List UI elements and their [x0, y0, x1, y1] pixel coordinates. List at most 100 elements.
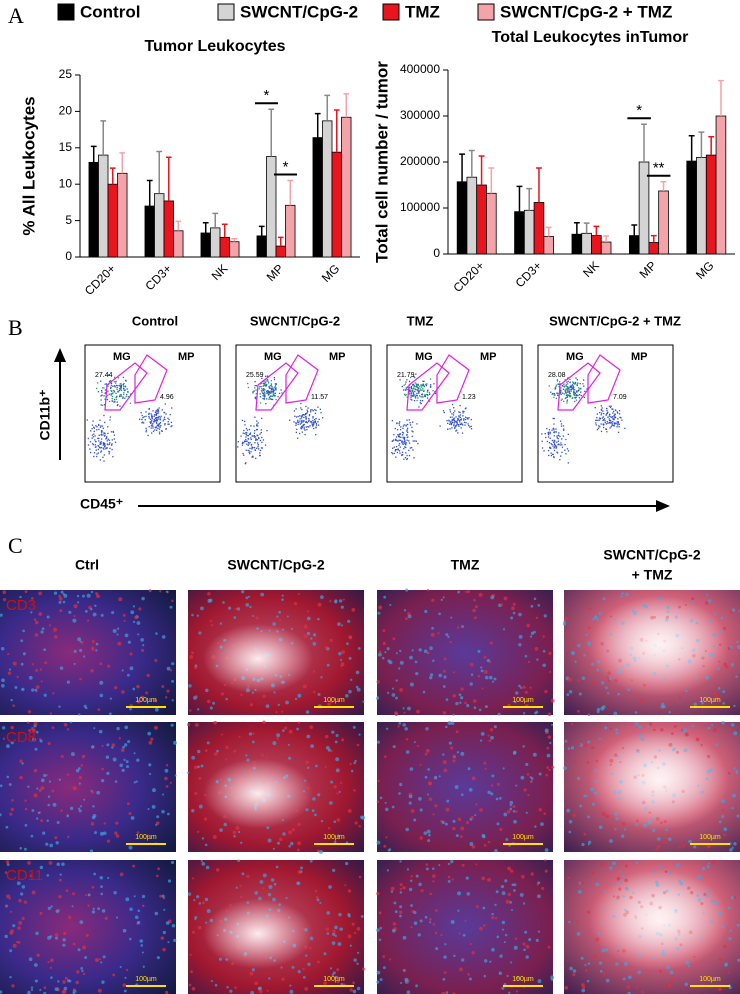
nucleus — [277, 703, 280, 707]
flow-dot — [457, 424, 460, 426]
flow-dot — [596, 413, 599, 415]
flow-dot — [416, 423, 418, 425]
nucleus — [456, 626, 460, 629]
nucleus — [14, 685, 18, 689]
nucleus — [733, 731, 738, 736]
nucleus — [567, 747, 571, 750]
flow-dot — [443, 411, 445, 414]
flow-dot — [267, 391, 269, 393]
flow-dot — [574, 388, 576, 391]
nucleus — [386, 647, 390, 651]
flow-dot — [96, 429, 98, 431]
nucleus — [225, 697, 228, 701]
flow-dot — [241, 442, 244, 445]
nucleus — [101, 767, 104, 771]
flow-dot — [253, 447, 256, 449]
flow-dot — [300, 428, 303, 430]
nucleus — [67, 835, 70, 839]
nucleus — [0, 784, 3, 788]
nucleus — [447, 862, 451, 866]
flow-dot — [259, 452, 261, 454]
flow-dot — [395, 439, 397, 441]
nucleus — [461, 958, 465, 962]
nucleus — [334, 934, 338, 938]
flow-dot — [548, 454, 550, 457]
flow-dot — [120, 395, 122, 397]
flow-dot — [409, 390, 412, 392]
nucleus — [154, 658, 158, 662]
nucleus — [288, 756, 292, 760]
nucleus — [279, 837, 283, 842]
flow-dot — [397, 449, 400, 451]
flow-dot — [406, 454, 408, 457]
nucleus — [361, 815, 365, 820]
scale-label: 100µm — [323, 834, 345, 841]
nucleus — [546, 766, 550, 769]
flow-dot — [152, 427, 154, 429]
flow-dot — [418, 392, 420, 394]
flow-dot — [252, 392, 254, 394]
flow-dot — [396, 449, 398, 451]
nucleus — [245, 603, 250, 607]
flow-dot — [399, 439, 401, 442]
flow-dot — [307, 426, 309, 428]
flow-dot — [251, 447, 253, 449]
flow-dot — [575, 394, 577, 396]
flow-dot — [145, 415, 147, 418]
flow-dot — [565, 438, 567, 441]
flow-dot — [552, 427, 555, 430]
flow-dot — [405, 444, 407, 446]
flow-dot — [116, 388, 118, 390]
flow-dot — [125, 380, 127, 382]
flow-dot — [405, 394, 407, 396]
nucleus — [384, 651, 387, 654]
nucleus — [653, 728, 656, 732]
nucleus — [100, 885, 103, 888]
nucleus — [306, 631, 311, 636]
flow-dot — [274, 386, 276, 388]
nucleus — [735, 769, 739, 773]
flow-dot — [417, 388, 419, 390]
nucleus — [95, 649, 98, 652]
nucleus — [63, 986, 68, 991]
flow-dot — [145, 411, 147, 413]
nucleus — [29, 874, 33, 878]
flow-dot — [249, 433, 251, 435]
nucleus — [394, 712, 399, 716]
flow-dot — [553, 439, 555, 442]
flow-dot — [402, 427, 404, 429]
nucleus — [593, 615, 598, 620]
flow-dot — [273, 395, 276, 397]
flow-dot — [260, 431, 262, 434]
nucleus — [50, 905, 53, 908]
error-bar — [516, 185, 523, 212]
micrograph: 100µm — [188, 590, 365, 715]
nucleus — [46, 615, 50, 619]
nucleus — [215, 868, 220, 872]
flow-dot — [147, 434, 149, 437]
flow-dot — [463, 410, 465, 413]
flow-dot — [305, 426, 308, 428]
flow-dot — [105, 383, 108, 385]
flow-dot — [568, 387, 570, 389]
flow-dot — [113, 385, 116, 387]
flow-dot — [270, 391, 272, 393]
flow-dot — [571, 388, 574, 390]
flow-dot — [609, 406, 612, 409]
nucleus — [35, 931, 39, 936]
flow-dot — [110, 431, 113, 433]
flow-dot — [269, 391, 271, 393]
flow-dot — [580, 391, 582, 393]
flow-dot — [87, 437, 89, 440]
nucleus — [465, 820, 470, 825]
nucleus — [64, 976, 68, 980]
nucleus — [275, 710, 278, 714]
bar — [648, 242, 660, 255]
flow-dot — [430, 384, 432, 386]
flow-dot — [270, 392, 273, 394]
nucleus — [38, 591, 42, 596]
legend-label: SWCNT/CpG-2 + TMZ — [500, 2, 672, 21]
nucleus — [507, 892, 511, 897]
